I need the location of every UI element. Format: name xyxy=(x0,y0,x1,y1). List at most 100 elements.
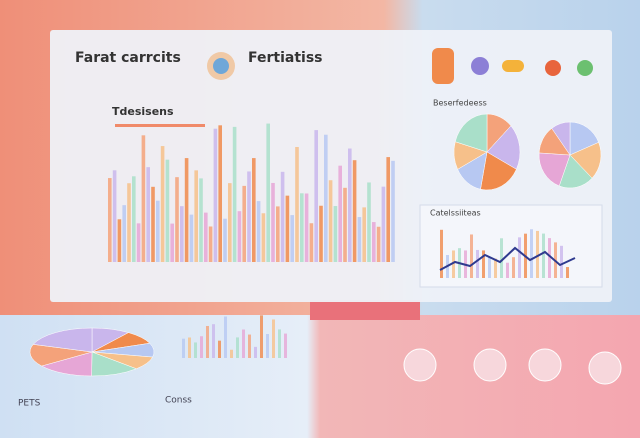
decor-bar xyxy=(386,157,390,262)
decor-slice xyxy=(538,152,571,187)
decor-bar xyxy=(367,182,371,262)
decor-bar xyxy=(536,230,539,278)
decor-bar xyxy=(218,125,222,262)
decor-bar xyxy=(300,193,304,262)
decor-bar xyxy=(295,146,299,262)
decor-slice xyxy=(480,151,517,191)
decor-bar xyxy=(223,218,227,262)
decor-slice xyxy=(29,344,93,367)
decor-bar xyxy=(254,346,257,358)
bar-label: Tdesisens xyxy=(112,105,174,118)
decor-bar xyxy=(372,222,376,262)
footer-center: Conss xyxy=(165,396,192,406)
decor-bar xyxy=(512,257,515,278)
toggle[interactable] xyxy=(502,60,524,72)
decor-bar xyxy=(204,212,208,262)
decor-bar xyxy=(194,170,198,262)
pie-label: Beserfedeess xyxy=(433,99,487,108)
decor-bar xyxy=(376,226,381,262)
decor-bar xyxy=(236,337,239,358)
decor-bar xyxy=(208,226,213,262)
decor-bar xyxy=(189,214,194,262)
decor-bar xyxy=(328,180,333,262)
decor-bar xyxy=(276,206,280,262)
decor-slice xyxy=(569,121,599,156)
decor-slice xyxy=(486,125,521,170)
icon xyxy=(577,60,593,76)
decor-slice xyxy=(569,142,602,179)
decor-bar xyxy=(256,201,261,262)
decor-bar xyxy=(194,342,197,358)
decor-bar xyxy=(542,233,545,278)
decor-bar xyxy=(271,182,275,262)
decor-bar xyxy=(156,200,160,262)
pie-group xyxy=(29,113,602,377)
footer-left: PETS xyxy=(18,399,41,409)
knob[interactable] xyxy=(528,348,562,382)
decor-bar xyxy=(260,315,263,358)
decor-bar xyxy=(266,123,270,262)
decor-bar xyxy=(141,135,146,262)
decor-bar xyxy=(136,223,141,262)
decor-bar xyxy=(151,186,155,262)
stand xyxy=(310,300,420,320)
decor-bar xyxy=(182,338,185,358)
decor-bar xyxy=(213,128,218,262)
decor-bar xyxy=(237,211,242,262)
decor-bar xyxy=(280,171,285,262)
decor-bar xyxy=(206,325,209,358)
decor-bar xyxy=(548,238,551,278)
decor-slice xyxy=(551,121,571,156)
decor-bar xyxy=(261,213,266,262)
decor-bar xyxy=(132,176,136,262)
decor-bar xyxy=(560,245,563,278)
knob[interactable] xyxy=(588,351,622,385)
decor-slice xyxy=(454,113,488,153)
line-panel xyxy=(419,204,603,288)
decor-slice xyxy=(32,327,93,353)
decor-bar xyxy=(319,205,323,262)
decor-bar xyxy=(165,159,170,262)
decor-bar xyxy=(200,336,203,358)
bar-group xyxy=(108,123,569,358)
decor-bar xyxy=(309,223,314,262)
decor-bar xyxy=(184,158,189,262)
decor-bar xyxy=(117,219,122,262)
knob[interactable] xyxy=(403,348,437,382)
line-label: Catelssiiteas xyxy=(430,209,481,218)
decor-bar xyxy=(343,187,347,262)
decor-bar xyxy=(284,333,287,358)
decor-bar xyxy=(352,160,357,262)
decor-bar xyxy=(127,183,131,262)
decor-bar xyxy=(146,167,150,262)
decor-bar xyxy=(494,258,497,278)
decor-bar xyxy=(314,130,318,262)
decor-bar xyxy=(440,229,443,278)
decor-bar xyxy=(272,319,275,358)
decor-bar xyxy=(199,178,203,262)
decor-bar xyxy=(230,349,233,358)
decor-bar xyxy=(232,126,237,262)
decor-bar xyxy=(218,340,221,358)
decor-bar xyxy=(530,229,533,278)
decor-bar xyxy=(285,195,290,262)
decor-bar xyxy=(290,215,294,262)
decor-bar xyxy=(518,237,521,278)
decor-bar xyxy=(500,238,503,278)
decor-bar xyxy=(247,171,251,262)
decor-bar xyxy=(391,160,395,262)
decor-bar xyxy=(324,134,328,262)
decor-bar xyxy=(362,207,366,262)
knob[interactable] xyxy=(473,348,507,382)
decor-bar xyxy=(180,206,184,262)
icon xyxy=(471,57,489,75)
decor-bar xyxy=(338,165,342,262)
decor-bar xyxy=(452,250,455,278)
accent-line xyxy=(115,124,205,127)
decor-bar xyxy=(212,324,215,358)
decor-bar xyxy=(170,223,174,262)
decor-bar xyxy=(108,178,112,262)
decor-bar xyxy=(188,337,191,358)
